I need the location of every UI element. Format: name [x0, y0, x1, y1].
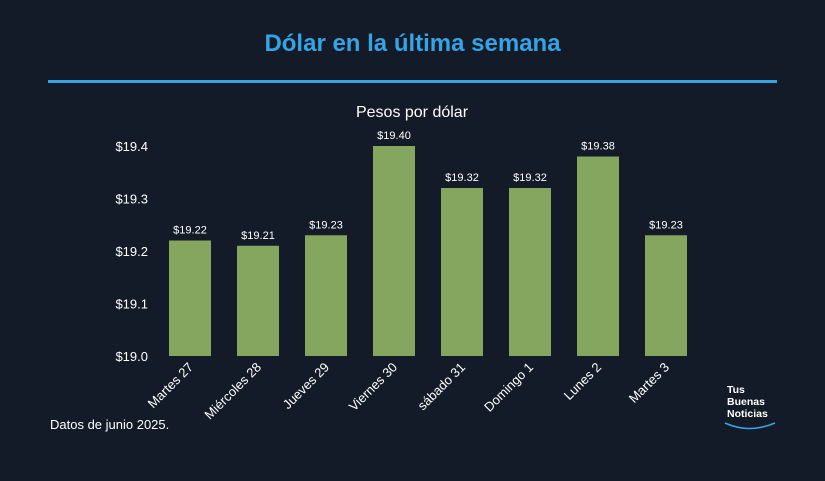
y-tick-label: $19.1: [115, 297, 148, 312]
x-tick-label: Jueves 29: [280, 360, 333, 413]
bar: [373, 146, 415, 356]
x-tick-label: Martes 27: [145, 360, 196, 411]
bar: [577, 156, 619, 356]
bar-value-label: $19.32: [445, 172, 479, 184]
x-tick-label: sábado 31: [415, 360, 469, 414]
x-tick-label: Viernes 30: [346, 360, 400, 414]
bar-value-label: $19.23: [309, 219, 343, 231]
bar: [645, 235, 687, 356]
y-tick-label: $19.3: [115, 192, 148, 207]
x-tick-label: Domingo 1: [481, 360, 536, 415]
title-underline: [48, 80, 777, 83]
logo-line-2: Buenas: [727, 396, 765, 408]
logo-line-1: Tus: [727, 384, 745, 396]
y-tick-label: $19.4: [115, 139, 148, 154]
bar-value-label: $19.38: [581, 141, 615, 153]
logo-line-3: Noticias: [727, 408, 768, 420]
page-title: Dólar en la última semana: [264, 30, 561, 57]
chart-title: Pesos por dólar: [356, 104, 469, 121]
bar: [441, 188, 483, 356]
bars: [169, 146, 687, 356]
bar: [237, 245, 279, 356]
x-tick-label: Lunes 2: [561, 360, 604, 403]
y-tick-label: $19.0: [115, 349, 148, 364]
logo-swoosh-icon: [724, 422, 776, 430]
bar-value-labels: $19.22 $19.21 $19.23 $19.40 $19.32 $19.32 $19.…: [173, 130, 683, 242]
bar-value-label: $19.22: [173, 225, 207, 237]
y-axis: $19.0 $19.1 $19.2 $19.3 $19.4: [115, 139, 148, 364]
bar-value-label: $19.32: [513, 172, 547, 184]
bar-value-label: $19.40: [377, 130, 411, 142]
bar-value-label: $19.21: [241, 230, 275, 242]
x-tick-label: Miércoles 28: [201, 360, 264, 423]
y-tick-label: $19.2: [115, 244, 148, 259]
brand-logo: Tus Buenas Noticias: [724, 384, 787, 436]
bar: [305, 235, 347, 356]
footnote: Datos de junio 2025.: [50, 417, 170, 432]
bar: [169, 240, 211, 356]
bar: [509, 188, 551, 356]
x-axis: Martes 27 Miércoles 28 Jueves 29 Viernes 30…: [145, 360, 672, 423]
x-tick-label: Martes 3: [626, 360, 672, 406]
bar-value-label: $19.23: [649, 219, 683, 231]
